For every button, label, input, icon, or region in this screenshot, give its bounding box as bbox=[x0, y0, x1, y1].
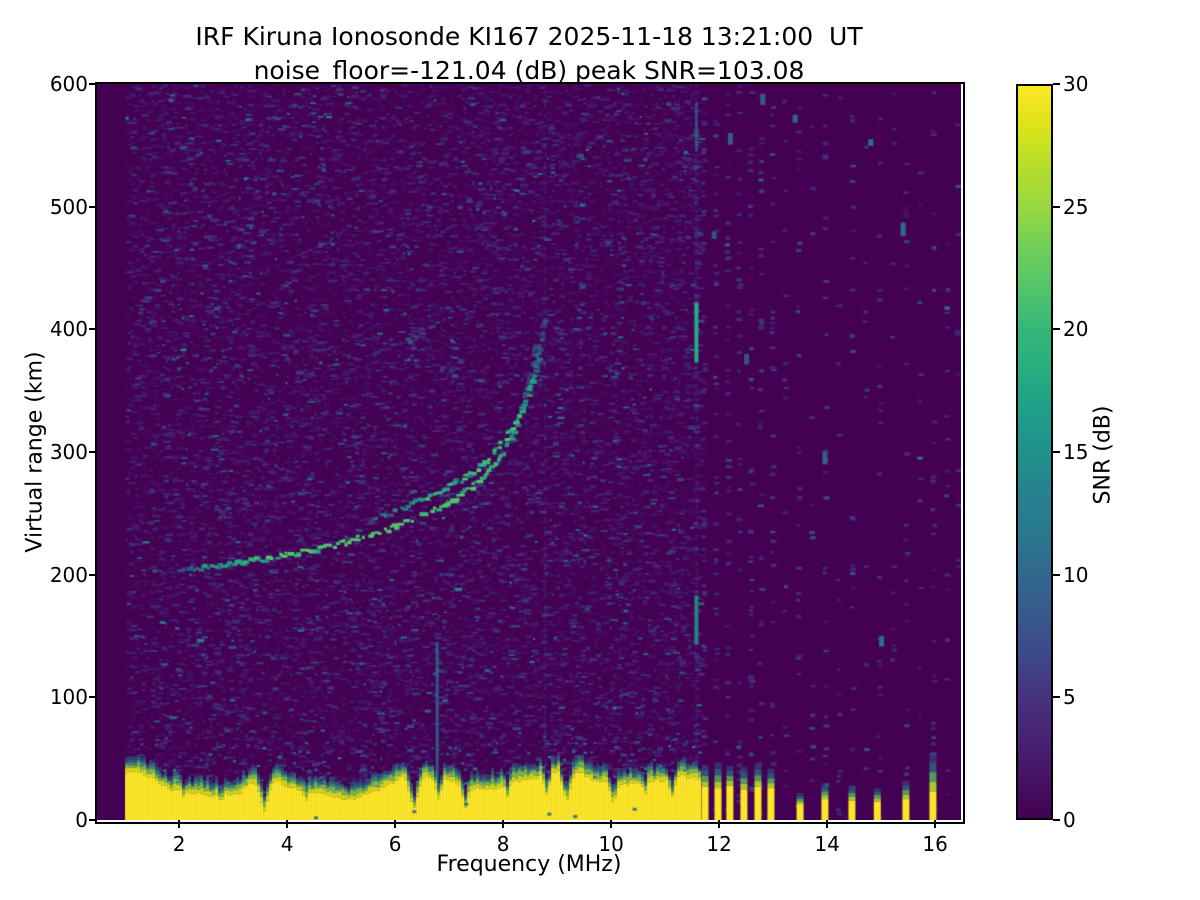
x-tick-label: 8 bbox=[496, 832, 510, 856]
colorbar-tick-mark bbox=[1053, 83, 1060, 85]
colorbar-tick-mark bbox=[1053, 451, 1060, 453]
y-tick-mark bbox=[89, 819, 97, 821]
x-tick-label: 2 bbox=[172, 832, 186, 856]
plot-title: IRF Kiruna Ionosonde KI167 2025-11-18 13… bbox=[195, 22, 863, 51]
y-tick-mark bbox=[89, 451, 97, 453]
x-tick-mark bbox=[826, 820, 829, 828]
y-tick-label: 500 bbox=[49, 194, 88, 219]
x-tick-label: 12 bbox=[706, 832, 732, 856]
x-tick-label: 10 bbox=[598, 832, 624, 856]
y-tick-mark bbox=[89, 205, 97, 208]
colorbar-tick-mark bbox=[1053, 696, 1060, 699]
title-block: IRF Kiruna Ionosonde KI167 2025-11-18 13… bbox=[195, 20, 862, 88]
plot-subtitle: noise_floor=-121.04 (dB) peak SNR=103.08 bbox=[253, 56, 805, 85]
x-tick-label: 4 bbox=[280, 832, 294, 856]
x-tick-label: 6 bbox=[388, 832, 402, 856]
colorbar-tick-label: 20 bbox=[1063, 317, 1089, 342]
y-tick-label: 600 bbox=[49, 72, 88, 96]
y-tick-label: 300 bbox=[49, 440, 88, 464]
colorbar-tick-mark bbox=[1053, 328, 1060, 331]
y-tick-label: 200 bbox=[49, 562, 88, 587]
y-tick-mark bbox=[89, 573, 97, 576]
x-tick-mark bbox=[718, 820, 721, 828]
y-axis-label: Virtual range (km) bbox=[22, 351, 48, 553]
y-tick-mark bbox=[89, 328, 97, 331]
x-tick-mark bbox=[934, 820, 937, 828]
colorbar-tick-label: 25 bbox=[1063, 194, 1089, 219]
colorbar bbox=[1016, 84, 1053, 820]
x-tick-mark bbox=[286, 820, 289, 828]
y-tick-label: 100 bbox=[49, 685, 88, 710]
colorbar-tick-label: 15 bbox=[1063, 440, 1089, 464]
plot-area bbox=[97, 84, 961, 820]
colorbar-label: SNR (dB) bbox=[1090, 405, 1116, 505]
x-tick-mark bbox=[394, 820, 397, 828]
colorbar-tick-label: 0 bbox=[1063, 808, 1076, 832]
y-tick-label: 400 bbox=[49, 317, 88, 342]
colorbar-tick-mark bbox=[1053, 573, 1060, 576]
x-tick-label: 16 bbox=[922, 832, 948, 856]
x-tick-label: 14 bbox=[814, 832, 840, 856]
y-tick-mark bbox=[89, 83, 97, 85]
x-axis-label: Frequency (MHz) bbox=[436, 852, 622, 877]
colorbar-tick-label: 30 bbox=[1063, 72, 1089, 96]
y-tick-label: 0 bbox=[75, 808, 88, 832]
colorbar-tick-mark bbox=[1053, 205, 1060, 208]
x-tick-mark bbox=[502, 820, 505, 828]
colorbar-tick-mark bbox=[1053, 819, 1060, 821]
y-tick-mark bbox=[89, 696, 97, 699]
ionogram-heatmap bbox=[97, 84, 961, 820]
colorbar-tick-label: 10 bbox=[1063, 562, 1089, 587]
x-tick-mark bbox=[610, 820, 613, 828]
x-tick-mark bbox=[178, 820, 181, 828]
colorbar-tick-label: 5 bbox=[1063, 685, 1076, 710]
